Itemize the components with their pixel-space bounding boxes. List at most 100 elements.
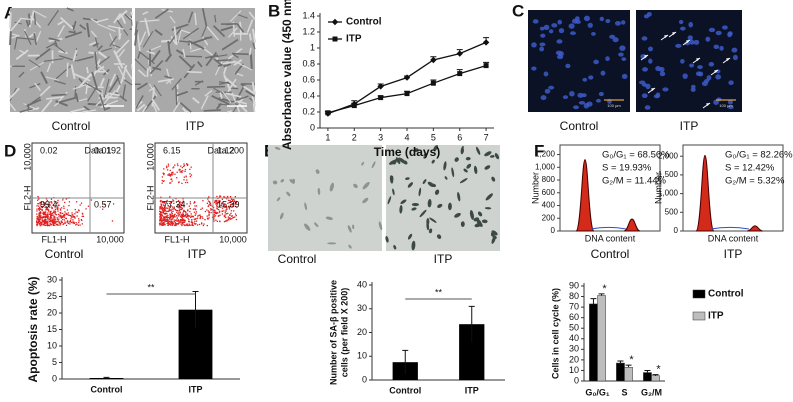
event xyxy=(180,223,182,225)
event xyxy=(51,202,53,204)
event xyxy=(172,173,174,175)
event xyxy=(67,222,69,225)
nucleus xyxy=(688,21,694,28)
event xyxy=(60,217,63,219)
event xyxy=(43,221,46,224)
event xyxy=(52,224,54,226)
event xyxy=(168,174,170,176)
cell xyxy=(116,74,121,86)
cell xyxy=(25,19,30,27)
event xyxy=(164,221,166,223)
cell xyxy=(97,23,116,32)
event xyxy=(218,201,220,204)
event xyxy=(218,211,221,213)
event xyxy=(174,224,176,226)
cell xyxy=(118,33,122,40)
cell xyxy=(99,94,106,111)
cell xyxy=(78,98,88,102)
cell xyxy=(143,95,157,112)
event xyxy=(172,222,174,225)
event xyxy=(185,163,188,165)
event xyxy=(44,215,47,217)
cell xyxy=(97,45,103,51)
significance-label: ** xyxy=(435,287,443,297)
event xyxy=(161,182,163,184)
event xyxy=(62,212,64,215)
event xyxy=(190,174,193,176)
y-tick-label: 400 xyxy=(542,201,556,210)
cell xyxy=(248,33,252,41)
event xyxy=(170,173,173,176)
event xyxy=(162,212,165,214)
event xyxy=(180,165,182,167)
cell xyxy=(70,64,76,80)
event xyxy=(61,218,64,221)
event xyxy=(211,209,213,211)
cell xyxy=(230,87,239,90)
event xyxy=(46,223,49,225)
flow-x-max: 10,000 xyxy=(219,234,247,244)
event xyxy=(180,216,183,218)
event xyxy=(172,215,174,217)
event xyxy=(71,216,73,218)
y-tick-label: 1,000 xyxy=(535,162,556,171)
caption: ITP xyxy=(186,119,205,133)
cell xyxy=(219,92,223,100)
event xyxy=(172,167,174,169)
cell xyxy=(87,85,98,102)
event xyxy=(223,196,225,198)
event xyxy=(76,223,78,225)
event xyxy=(162,209,164,211)
flow-y-max: 10,000 xyxy=(22,143,32,171)
flow-y-label: FL2-H xyxy=(145,185,155,210)
event xyxy=(166,203,169,205)
event xyxy=(58,221,61,223)
event xyxy=(193,218,195,220)
cell xyxy=(206,26,220,41)
y-tick-label: 0.6 xyxy=(302,74,315,84)
nucleus xyxy=(614,20,621,26)
cell xyxy=(148,51,156,55)
event xyxy=(178,219,180,221)
arrow-head xyxy=(651,88,655,91)
nucleus xyxy=(644,105,651,110)
x-tick-label: G₂/M xyxy=(641,387,662,397)
event xyxy=(182,170,184,172)
event xyxy=(55,221,58,223)
event xyxy=(169,220,171,223)
event xyxy=(188,218,190,221)
event xyxy=(74,217,76,219)
cell xyxy=(216,102,223,110)
event xyxy=(187,214,189,216)
event xyxy=(191,219,193,221)
stained-cell xyxy=(423,152,427,157)
event xyxy=(216,211,218,214)
event xyxy=(48,218,50,220)
cell xyxy=(86,66,89,74)
event xyxy=(219,200,221,202)
event xyxy=(224,206,226,208)
event xyxy=(196,217,199,219)
event xyxy=(53,210,55,212)
event xyxy=(49,223,51,225)
event xyxy=(181,216,183,219)
event xyxy=(192,215,194,217)
cell xyxy=(46,96,64,100)
cell xyxy=(227,27,238,38)
event xyxy=(182,198,184,200)
x-axis-label: Time (days) xyxy=(374,145,440,159)
cell xyxy=(236,23,245,33)
event xyxy=(193,202,195,204)
event xyxy=(44,213,46,215)
event xyxy=(231,217,234,219)
event xyxy=(216,195,218,198)
y-tick-label: 10 xyxy=(569,365,579,375)
event xyxy=(191,224,193,226)
y-axis-label: Number of SA-β positive xyxy=(328,280,338,385)
event xyxy=(166,213,168,215)
event xyxy=(57,199,59,202)
event xyxy=(37,217,39,220)
event xyxy=(163,180,165,182)
event xyxy=(111,220,114,222)
